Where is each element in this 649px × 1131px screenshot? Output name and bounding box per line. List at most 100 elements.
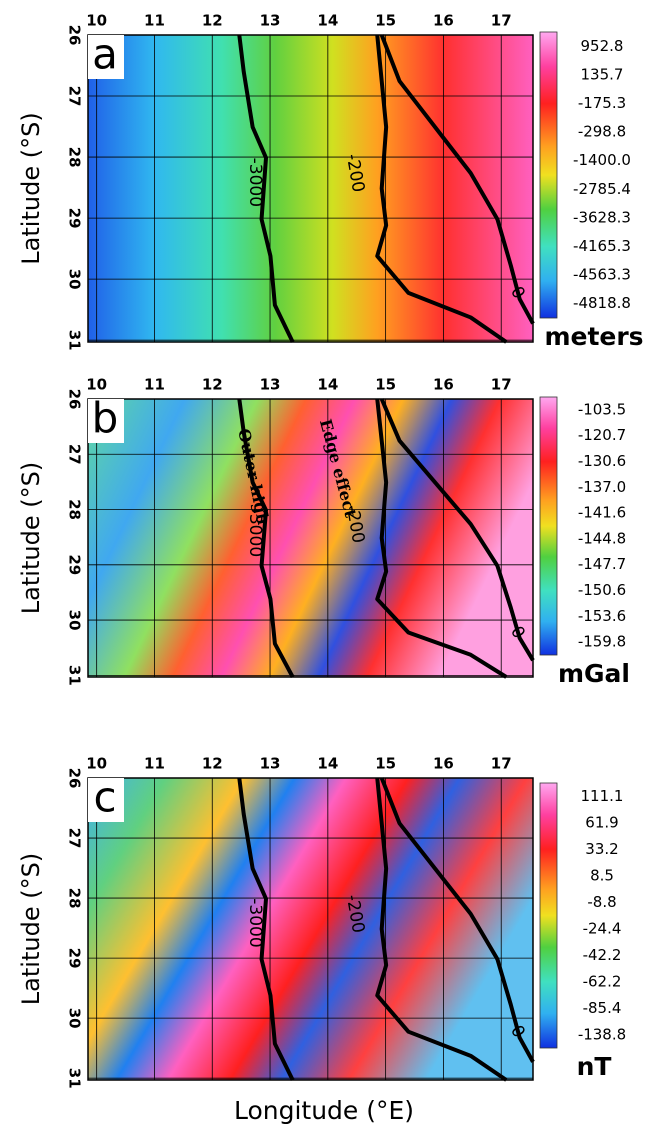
x-tick-label: 11 [144,12,165,30]
y-tick-label: 30 [66,1008,84,1029]
map-field [88,778,533,1080]
colorbar-label: -8.8 [587,893,616,911]
panel-label: b [92,394,119,443]
colorbar [539,31,558,319]
map-field [88,35,533,342]
colorbar-unit: nT [577,1052,612,1081]
colorbar-label: 33.2 [585,840,618,858]
x-tick-label: 10 [86,755,107,773]
colorbar-label: -130.6 [578,452,626,470]
y-tick-label: 28 [66,499,84,520]
colorbar-label: -120.7 [578,426,626,444]
panel-label-box [88,778,124,822]
y-tick-label: 30 [66,610,84,631]
colorbar-label: -175.3 [578,94,626,112]
colorbar-unit: mGal [558,659,630,688]
y-tick-label: 31 [66,665,84,686]
y-tick-label: 26 [66,768,84,789]
contour-line [237,34,295,343]
x-tick-label: 13 [260,12,281,30]
colorbar-label: -2785.4 [573,180,631,198]
colorbar-label: -4563.3 [573,266,631,284]
colorbar-label: 952.8 [581,37,624,55]
y-axis-label: Latitude (°S) [17,112,45,264]
x-tick-label: 14 [317,755,338,773]
contour-line [237,398,295,678]
x-tick-label: 16 [433,376,454,394]
y-tick-label: 29 [66,554,84,575]
frame [87,398,534,678]
colorbar-label: -138.8 [578,1025,626,1043]
y-tick-label: 28 [66,888,84,909]
colorbar-label: -153.6 [578,607,626,625]
colorbar-label: 135.7 [581,65,624,83]
x-tick-label: 15 [375,755,396,773]
contour-line [379,398,535,662]
colorbar [539,782,558,1049]
y-tick-label: 26 [66,389,84,410]
y-tick-label: 29 [66,948,84,969]
colorbar-label: -144.8 [578,529,626,547]
x-tick-label: 10 [86,376,107,394]
x-tick-label: 10 [86,12,107,30]
panel-label: a [92,30,118,79]
panel-label-box [88,35,124,79]
x-tick-label: 16 [433,755,454,773]
y-tick-label: 30 [66,269,84,290]
contour-line [237,777,295,1081]
x-tick-label: 17 [491,12,512,30]
y-tick-label: 27 [66,444,84,465]
contour-line [379,777,535,1063]
y-axis-label: Latitude (°S) [17,462,45,614]
colorbar-label: 61.9 [585,813,618,831]
y-tick-label: 26 [66,25,84,46]
x-tick-label: 13 [260,755,281,773]
y-tick-label: 31 [66,1068,84,1089]
colorbar-label: -4165.3 [573,237,631,255]
colorbar-label: -62.2 [583,972,622,990]
y-tick-label: 29 [66,208,84,229]
contour-line [375,398,508,679]
colorbar-label: -1400.0 [573,151,631,169]
map-field [88,399,533,677]
x-tick-label: 17 [491,376,512,394]
x-axis-label: Longitude (°E) [234,1096,414,1125]
x-tick-label: 16 [433,12,454,30]
y-tick-label: 31 [66,330,84,351]
contour-line [379,34,535,325]
colorbar-label: -147.7 [578,555,626,573]
colorbar-label: -141.6 [578,504,626,522]
x-tick-label: 12 [202,755,223,773]
colorbar-label: -24.4 [583,919,622,937]
colorbar [539,396,558,656]
colorbar-label: -4818.8 [573,294,631,312]
x-tick-label: 15 [375,376,396,394]
x-tick-label: 13 [260,376,281,394]
contour-line [375,34,508,344]
contour-label: -3000 [245,898,265,947]
x-tick-label: 14 [317,12,338,30]
contour-label: -3000 [245,508,265,557]
y-tick-label: 27 [66,828,84,849]
colorbar-label: -150.6 [578,581,626,599]
colorbar-label: 8.5 [590,866,614,884]
colorbar-label: 111.1 [581,787,624,805]
x-tick-label: 15 [375,12,396,30]
colorbar-label: -159.8 [578,633,626,651]
contour-label: -3000 [245,158,265,207]
x-tick-label: 14 [317,376,338,394]
panel-label: c [93,773,116,822]
x-tick-label: 12 [202,376,223,394]
colorbar-label: -298.8 [578,123,626,141]
contour-line [375,777,508,1082]
frame [87,34,534,343]
colorbar-label: -42.2 [583,946,622,964]
colorbar-label: -103.5 [578,400,626,418]
y-tick-label: 27 [66,86,84,107]
colorbar-label: -3628.3 [573,208,631,226]
x-tick-label: 17 [491,755,512,773]
x-tick-label: 11 [144,376,165,394]
colorbar-label: -85.4 [583,999,622,1017]
colorbar-unit: meters [544,322,643,351]
